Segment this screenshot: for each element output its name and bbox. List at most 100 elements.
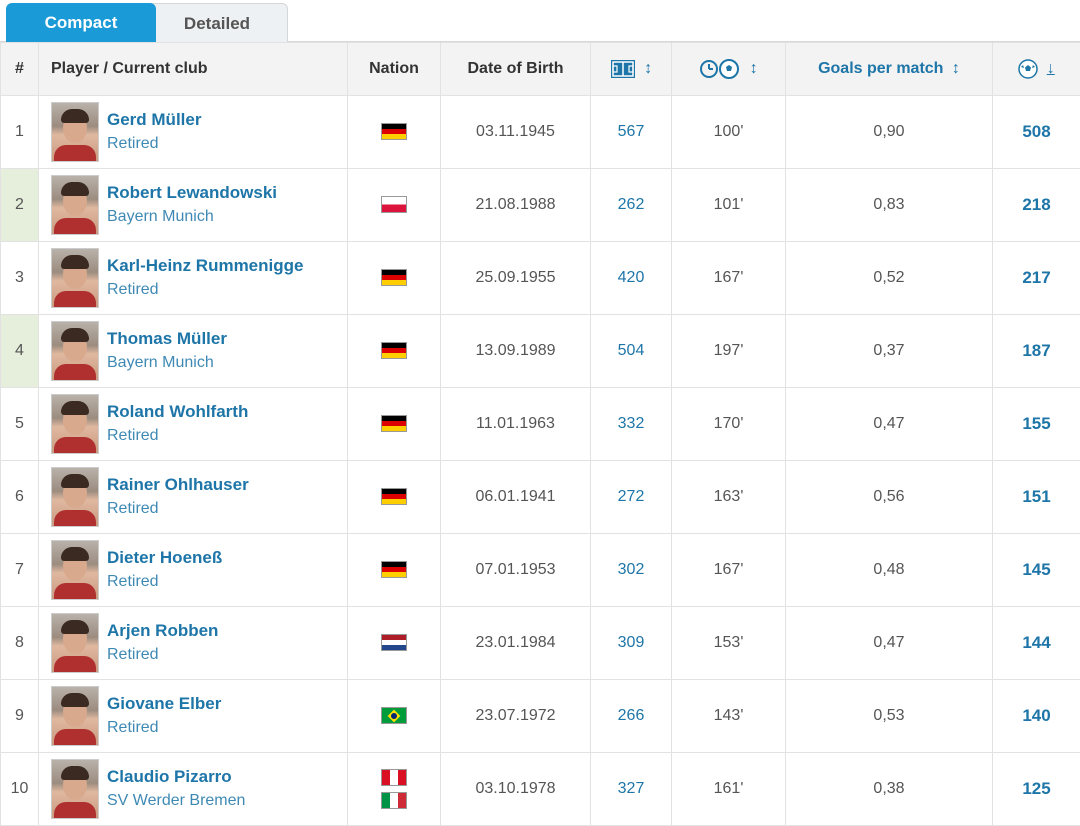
nation-cell: netherlands [348, 607, 441, 680]
dob-cell: 23.07.1972 [441, 680, 591, 753]
goals-link[interactable]: 151 [993, 461, 1080, 534]
player-photo[interactable] [51, 759, 99, 819]
player-cell: Claudio Pizarro SV Werder Bremen [39, 753, 348, 826]
table-row: 9 Giovane Elber Retired brazil 23.07.197… [1, 680, 1080, 753]
player-club-link[interactable]: Retired [107, 132, 201, 156]
player-name-link[interactable]: Thomas Müller [107, 327, 227, 351]
sort-icon[interactable]: ↕ [644, 60, 652, 77]
header-minutes-per-goal[interactable]: ↕ [672, 43, 786, 96]
appearances-link[interactable]: 262 [591, 169, 672, 242]
player-club-link[interactable]: Retired [107, 716, 221, 740]
dob-cell: 07.01.1953 [441, 534, 591, 607]
appearances-link[interactable]: 332 [591, 388, 672, 461]
player-club-link[interactable]: Bayern Munich [107, 351, 227, 375]
player-photo[interactable] [51, 248, 99, 308]
flag-germany-icon: germany [381, 123, 407, 140]
header-row: # Player / Current club Nation Date of B… [1, 43, 1080, 96]
dob-cell: 23.01.1984 [441, 607, 591, 680]
dob-cell: 11.01.1963 [441, 388, 591, 461]
scorers-table: # Player / Current club Nation Date of B… [0, 42, 1080, 826]
player-club-link[interactable]: Retired [107, 424, 248, 448]
player-photo[interactable] [51, 467, 99, 527]
nation-cell: brazil [348, 680, 441, 753]
player-cell: Karl-Heinz Rummenigge Retired [39, 242, 348, 315]
appearances-link[interactable]: 266 [591, 680, 672, 753]
appearances-link[interactable]: 420 [591, 242, 672, 315]
player-name-link[interactable]: Karl-Heinz Rummenigge [107, 254, 303, 278]
player-club-link[interactable]: SV Werder Bremen [107, 789, 245, 813]
minutes-per-goal-cell: 101' [672, 169, 786, 242]
goals-link[interactable]: 140 [993, 680, 1080, 753]
sort-icon[interactable]: ↕ [750, 60, 758, 77]
dob-cell: 06.01.1941 [441, 461, 591, 534]
goals-per-match-cell: 0,53 [786, 680, 993, 753]
player-name-link[interactable]: Roland Wohlfarth [107, 400, 248, 424]
header-goals-per-match[interactable]: Goals per match ↕ [786, 43, 993, 96]
player-name-link[interactable]: Claudio Pizarro [107, 765, 245, 789]
goals-link[interactable]: 187 [993, 315, 1080, 388]
player-photo[interactable] [51, 613, 99, 673]
sort-icon[interactable]: ↕ [952, 60, 960, 77]
player-name-link[interactable]: Robert Lewandowski [107, 181, 277, 205]
nation-cell: germany [348, 388, 441, 461]
tab-detailed[interactable]: Detailed [140, 3, 288, 42]
player-name-link[interactable]: Dieter Hoeneß [107, 546, 222, 570]
goals-link[interactable]: 508 [993, 96, 1080, 169]
player-name-link[interactable]: Rainer Ohlhauser [107, 473, 249, 497]
rank-cell: 1 [1, 96, 39, 169]
player-club-link[interactable]: Bayern Munich [107, 205, 277, 229]
player-name-link[interactable]: Arjen Robben [107, 619, 218, 643]
dob-cell: 25.09.1955 [441, 242, 591, 315]
goals-per-match-cell: 0,38 [786, 753, 993, 826]
appearances-link[interactable]: 504 [591, 315, 672, 388]
player-club-link[interactable]: Retired [107, 497, 249, 521]
minutes-per-goal-cell: 100' [672, 96, 786, 169]
player-club-link[interactable]: Retired [107, 278, 303, 302]
player-photo[interactable] [51, 540, 99, 600]
player-cell: Thomas Müller Bayern Munich [39, 315, 348, 388]
goals-link[interactable]: 155 [993, 388, 1080, 461]
goals-link[interactable]: 217 [993, 242, 1080, 315]
rank-cell: 7 [1, 534, 39, 607]
minutes-per-goal-cell: 143' [672, 680, 786, 753]
goals-per-match-cell: 0,52 [786, 242, 993, 315]
player-photo[interactable] [51, 321, 99, 381]
player-cell: Giovane Elber Retired [39, 680, 348, 753]
player-club-link[interactable]: Retired [107, 570, 222, 594]
player-cell: Robert Lewandowski Bayern Munich [39, 169, 348, 242]
player-photo[interactable] [51, 394, 99, 454]
appearances-link[interactable]: 567 [591, 96, 672, 169]
goals-per-match-cell: 0,37 [786, 315, 993, 388]
flag-germany-icon: germany [381, 415, 407, 432]
player-photo[interactable] [51, 686, 99, 746]
flag-italy-icon: italy [381, 792, 407, 809]
player-cell: Rainer Ohlhauser Retired [39, 461, 348, 534]
sort-desc-icon[interactable]: ↓ [1047, 60, 1055, 77]
table-row: 5 Roland Wohlfarth Retired germany 11.01… [1, 388, 1080, 461]
table-row: 6 Rainer Ohlhauser Retired germany 06.01… [1, 461, 1080, 534]
goals-per-match-cell: 0,83 [786, 169, 993, 242]
goals-link[interactable]: 144 [993, 607, 1080, 680]
header-dob: Date of Birth [441, 43, 591, 96]
goals-link[interactable]: 125 [993, 753, 1080, 826]
player-photo[interactable] [51, 102, 99, 162]
appearances-link[interactable]: 309 [591, 607, 672, 680]
player-name-link[interactable]: Giovane Elber [107, 692, 221, 716]
rank-cell: 3 [1, 242, 39, 315]
table-row: 7 Dieter Hoeneß Retired germany 07.01.19… [1, 534, 1080, 607]
goals-link[interactable]: 218 [993, 169, 1080, 242]
tab-compact[interactable]: Compact [6, 3, 156, 42]
dob-cell: 13.09.1989 [441, 315, 591, 388]
player-photo[interactable] [51, 175, 99, 235]
header-appearances[interactable]: ↕ [591, 43, 672, 96]
appearances-link[interactable]: 302 [591, 534, 672, 607]
header-goals[interactable]: ↓ [993, 43, 1080, 96]
player-cell: Dieter Hoeneß Retired [39, 534, 348, 607]
appearances-link[interactable]: 327 [591, 753, 672, 826]
appearances-link[interactable]: 272 [591, 461, 672, 534]
player-name-link[interactable]: Gerd Müller [107, 108, 201, 132]
player-club-link[interactable]: Retired [107, 643, 218, 667]
goals-link[interactable]: 145 [993, 534, 1080, 607]
minutes-per-goal-cell: 153' [672, 607, 786, 680]
rank-cell: 10 [1, 753, 39, 826]
